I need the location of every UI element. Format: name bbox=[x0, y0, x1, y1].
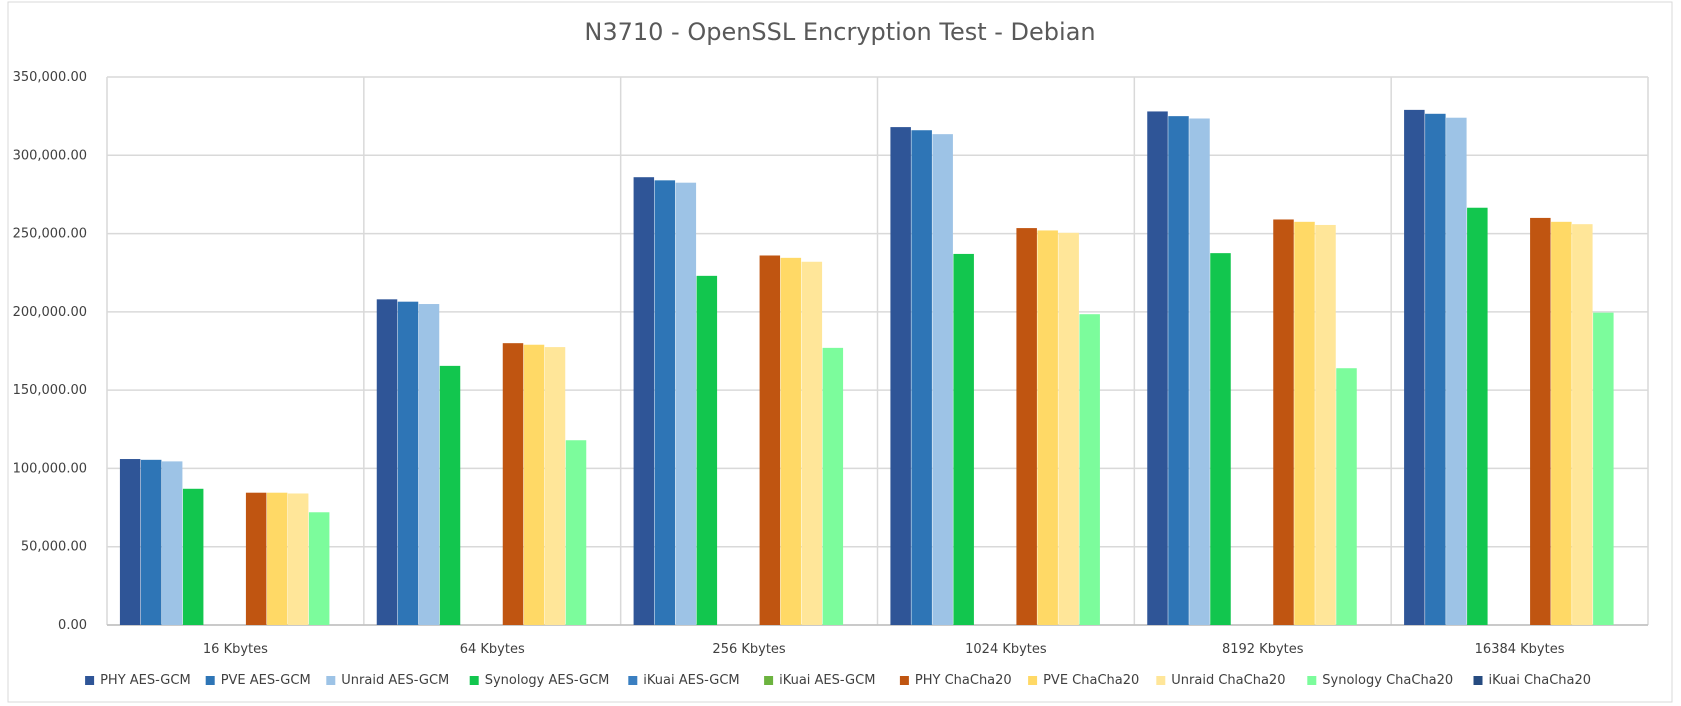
legend-label: PHY AES-GCM bbox=[100, 673, 191, 688]
y-tick-label: 150,000.00 bbox=[13, 383, 87, 398]
legend-label: iKuai ChaCha20 bbox=[1489, 673, 1592, 688]
legend-swatch bbox=[205, 676, 215, 685]
bar bbox=[696, 275, 718, 625]
x-tick-label: 64 Kbytes bbox=[460, 642, 525, 657]
bar bbox=[565, 440, 587, 625]
y-tick-label: 250,000.00 bbox=[13, 227, 87, 242]
bar bbox=[1425, 113, 1446, 626]
y-tick-label: 0.00 bbox=[58, 618, 87, 633]
legend-swatch bbox=[469, 676, 479, 685]
bar bbox=[397, 301, 419, 625]
chart-title: N3710 - OpenSSL Encryption Test - Debian bbox=[584, 18, 1095, 46]
legend-label: iKuai AES-GCM bbox=[779, 673, 875, 688]
bar bbox=[140, 459, 162, 625]
bar bbox=[1572, 224, 1593, 626]
bar bbox=[1551, 221, 1572, 626]
legend-label: Synology ChaCha20 bbox=[1322, 673, 1453, 688]
legend-swatch bbox=[1307, 676, 1317, 685]
bar bbox=[1336, 368, 1357, 625]
bar bbox=[1210, 253, 1231, 625]
legend-label: PHY ChaCha20 bbox=[915, 673, 1012, 688]
chart-frame bbox=[7, 1, 1673, 703]
legend-label: iKuai AES-GCM bbox=[643, 673, 739, 688]
legend-label: Synology AES-GCM bbox=[485, 673, 610, 688]
bar bbox=[1016, 228, 1037, 625]
legend-swatch bbox=[628, 676, 638, 685]
legend-swatch bbox=[1156, 676, 1166, 685]
x-tick-label: 1024 Kbytes bbox=[965, 642, 1047, 657]
bar bbox=[287, 493, 309, 625]
bar bbox=[266, 492, 288, 625]
x-tick-label: 16 Kbytes bbox=[203, 642, 268, 657]
x-tick-label: 8192 Kbytes bbox=[1222, 642, 1304, 657]
bar bbox=[1593, 312, 1614, 625]
y-tick-label: 50,000.00 bbox=[21, 540, 87, 555]
x-tick-label: 256 Kbytes bbox=[712, 642, 786, 657]
bar bbox=[544, 347, 566, 625]
bar bbox=[1079, 314, 1100, 625]
bar bbox=[1168, 116, 1189, 626]
bar bbox=[182, 488, 204, 625]
bar bbox=[308, 512, 330, 625]
legend: PHY AES-GCM PVE AES-GCM Unraid AES-GCM Syno… bbox=[85, 673, 1591, 688]
legend-swatch bbox=[764, 676, 774, 685]
bar bbox=[890, 127, 911, 626]
bar bbox=[1189, 118, 1210, 626]
bar bbox=[418, 304, 440, 625]
bar bbox=[780, 257, 802, 625]
legend-swatch bbox=[899, 676, 909, 685]
bar bbox=[1467, 207, 1488, 626]
bar bbox=[932, 134, 953, 626]
legend-label: Unraid AES-GCM bbox=[341, 673, 449, 688]
bar bbox=[1058, 232, 1079, 625]
bar bbox=[376, 299, 398, 625]
bar bbox=[953, 253, 974, 625]
bar bbox=[439, 365, 461, 625]
bar bbox=[1037, 230, 1058, 625]
legend-swatch bbox=[85, 676, 95, 685]
x-tick-label: 16384 Kbytes bbox=[1475, 642, 1565, 657]
bar bbox=[245, 492, 267, 625]
bar bbox=[633, 177, 655, 625]
legend-swatch bbox=[326, 676, 336, 685]
legend-label: PVE ChaCha20 bbox=[1043, 673, 1139, 688]
y-tick-label: 100,000.00 bbox=[13, 461, 87, 476]
bar bbox=[822, 347, 844, 625]
legend-swatch bbox=[1473, 676, 1483, 685]
legend-label: Unraid ChaCha20 bbox=[1171, 673, 1285, 688]
bars bbox=[119, 109, 1614, 626]
bar bbox=[801, 261, 823, 625]
legend-swatch bbox=[1028, 676, 1038, 685]
bar bbox=[675, 182, 697, 625]
bar bbox=[759, 255, 781, 625]
y-tick-label: 200,000.00 bbox=[13, 305, 87, 320]
x-axis: 16 Kbytes 64 Kbytes 256 Kbytes 1024 Kbytes 8… bbox=[203, 642, 1565, 657]
y-tick-label: 300,000.00 bbox=[13, 148, 87, 163]
bar bbox=[502, 343, 524, 625]
bar bbox=[1315, 224, 1336, 625]
bar bbox=[1294, 221, 1315, 626]
bar bbox=[1530, 217, 1551, 625]
bar bbox=[1273, 219, 1294, 626]
bar bbox=[119, 459, 141, 625]
y-axis: 0.00 50,000.00 100,000.00 150,000.00 200,000… bbox=[13, 70, 1648, 633]
bar bbox=[911, 130, 932, 625]
bar bbox=[1147, 111, 1168, 625]
bar bbox=[161, 461, 183, 625]
bar bbox=[654, 180, 676, 625]
bar bbox=[523, 344, 545, 625]
bar bbox=[1446, 117, 1467, 626]
bar bbox=[1404, 109, 1425, 625]
legend-label: PVE AES-GCM bbox=[221, 673, 311, 688]
y-tick-label: 350,000.00 bbox=[13, 70, 87, 85]
